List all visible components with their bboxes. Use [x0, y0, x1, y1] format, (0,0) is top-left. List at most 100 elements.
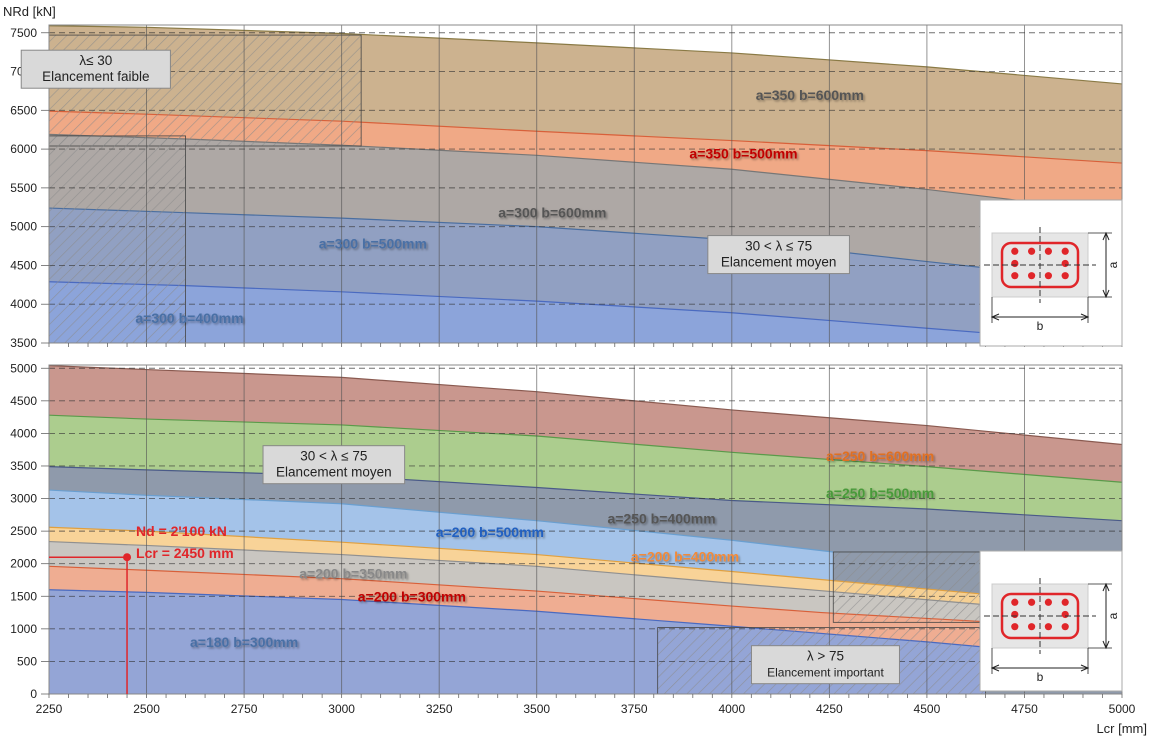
top-dim-a-arrow-bottom: [1102, 289, 1110, 299]
bottom-panel: 0 500 1000 1500 2000 2500 3000 3500 4000 4500 5000…: [10, 361, 1135, 716]
design-point-label-0: Nd = 2'100 kN: [136, 523, 227, 539]
bottom-section-rebar-4: [1011, 610, 1019, 619]
top-dim-a-label: a: [1106, 261, 1120, 268]
bottom-x-tick-label-6: 3750: [621, 702, 648, 716]
top-dim-b-label: b: [1037, 319, 1044, 333]
bottom-x-tick-label-5: 3500: [523, 702, 550, 716]
design-point-label-1: Lcr = 2450 mm: [136, 545, 234, 561]
top-panel: 350040004500500055006000650070007500aba=…: [10, 24, 1123, 350]
bottom-series-label-5: a=200 b=350mm: [299, 566, 407, 582]
top-annotation-box-1: [707, 235, 850, 275]
bottom-dim-b-arrow-right: [1080, 664, 1090, 672]
bottom-y-tick-label-3: 1500: [10, 589, 37, 603]
top-y-tick-label-0: 3500: [10, 336, 37, 350]
top-y-tick-label-2: 4500: [10, 258, 37, 272]
bottom-y-tick-label-8: 4000: [10, 426, 37, 440]
bottom-dim-b-label: b: [1037, 670, 1044, 684]
bottom-series-label-7: a=180 b=300mm: [190, 634, 298, 650]
top-annotation-line-1-0: 30 < λ ≤ 75: [745, 239, 812, 254]
bottom-y-tick-label-9: 4500: [10, 394, 37, 408]
bottom-section-rebar-2: [1044, 598, 1052, 606]
x-axis-label: Lcr [mm]: [1096, 721, 1147, 736]
bottom-section-icon: ab: [979, 550, 1123, 692]
bottom-frame: [48, 364, 1123, 695]
bottom-annotation-box-0: [262, 445, 406, 485]
top-dim-a-arrow-top: [1102, 231, 1110, 241]
top-annotation-box-0: [20, 49, 171, 89]
top-series-label-1: a=350 b=500mm: [689, 145, 797, 161]
bottom-section-rebar-9: [1061, 623, 1069, 631]
bottom-x-tick-label-7: 4000: [718, 702, 745, 716]
top-annotation-line-1-1: Elancement moyen: [721, 255, 837, 270]
bottom-series-label-2: a=250 b=400mm: [607, 510, 715, 526]
bottom-y-tick-label-1: 500: [17, 654, 37, 668]
bottom-section-rebar-5: [1061, 610, 1069, 619]
top-y-tick-label-8: 7500: [10, 26, 37, 40]
bottom-y-tick-label-4: 2000: [10, 557, 37, 571]
top-series-label-3: a=300 b=500mm: [319, 235, 427, 251]
top-section-rebar-5: [1061, 259, 1069, 268]
bottom-dim-b-arrow-left: [990, 664, 1000, 672]
bottom-y-tick-label-2: 1000: [10, 622, 37, 636]
bottom-section-rebar-7: [1028, 623, 1036, 631]
top-section-rebar-3: [1061, 247, 1069, 255]
bottom-annotation-line-1-1: Elancement important: [767, 666, 884, 680]
bottom-dim-a-arrow-top: [1102, 582, 1110, 592]
bottom-series-label-1: a=250 b=500mm: [826, 485, 934, 501]
top-series-label-0: a=350 b=600mm: [756, 87, 864, 103]
bottom-section-rebar-8: [1044, 623, 1052, 631]
bottom-series-label-4: a=200 b=400mm: [631, 549, 739, 565]
top-y-tick-label-6: 6500: [10, 103, 37, 117]
top-section-rebar-1: [1028, 247, 1036, 255]
bottom-annotation-line-0-0: 30 < λ ≤ 75: [300, 449, 367, 464]
top-frame: [48, 24, 1123, 344]
bottom-y-tick-label-5: 2500: [10, 524, 37, 538]
top-hatched-region-1: [49, 135, 186, 343]
top-dim-b-arrow-right: [1080, 313, 1090, 321]
bottom-annotation-box-1: [750, 645, 900, 685]
bottom-series-label-3: a=200 b=500mm: [436, 524, 544, 540]
bottom-annotation-line-0-1: Elancement moyen: [276, 465, 392, 480]
y-axis-label: NRd [kN]: [3, 4, 56, 19]
top-series-label-2: a=300 b=600mm: [498, 204, 606, 220]
top-section-rebar-6: [1011, 272, 1019, 280]
bottom-annotation-line-1-0: λ > 75: [807, 649, 844, 664]
bottom-x-tick-label-3: 3000: [328, 702, 355, 716]
top-plot-area: [49, 25, 1122, 343]
top-annotation-line-0-1: Elancement faible: [42, 69, 149, 84]
bottom-x-tick-label-2: 2750: [231, 702, 258, 716]
top-y-tick-label-3: 5000: [10, 220, 37, 234]
top-annotation-line-0-0: λ≤ 30: [79, 53, 112, 68]
bottom-x-tick-label-0: 2250: [36, 702, 63, 716]
bottom-series-label-6: a=200 b=300mm: [358, 588, 466, 604]
bottom-section-rebar-3: [1061, 598, 1069, 606]
bottom-design-point: Nd = 2'100 kN Lcr = 2450 mm: [49, 523, 234, 694]
bottom-y-tick-label-7: 3500: [10, 459, 37, 473]
bottom-dim-a-arrow-bottom: [1102, 640, 1110, 650]
top-y-tick-label-4: 5500: [10, 181, 37, 195]
bottom-y-tick-label-10: 5000: [10, 361, 37, 375]
bottom-x-tick-label-1: 2500: [133, 702, 160, 716]
top-series-label-4: a=300 b=400mm: [135, 310, 243, 326]
top-section-rebar-2: [1044, 247, 1052, 255]
top-section-rebar-7: [1028, 272, 1036, 280]
top-section-icon: ab: [979, 199, 1123, 347]
top-section-rebar-0: [1011, 247, 1019, 255]
bottom-y-tick-label-6: 3000: [10, 492, 37, 506]
bottom-series-label-0: a=250 b=600mm: [826, 448, 934, 464]
bottom-section-rebar-0: [1011, 598, 1019, 606]
bottom-x-tick-label-8: 4250: [816, 702, 843, 716]
bottom-annotation-1: λ > 75 Elancement important: [750, 645, 900, 685]
top-area-4: [49, 281, 1122, 343]
bottom-section-rebar-6: [1011, 623, 1019, 631]
top-section-rebar-9: [1061, 272, 1069, 280]
top-dim-b-arrow-left: [990, 313, 1000, 321]
bottom-section-rebar-1: [1028, 598, 1036, 606]
bottom-x-tick-label-11: 5000: [1109, 702, 1136, 716]
top-section-rebar-8: [1044, 272, 1052, 280]
bottom-x-tick-label-4: 3250: [426, 702, 453, 716]
